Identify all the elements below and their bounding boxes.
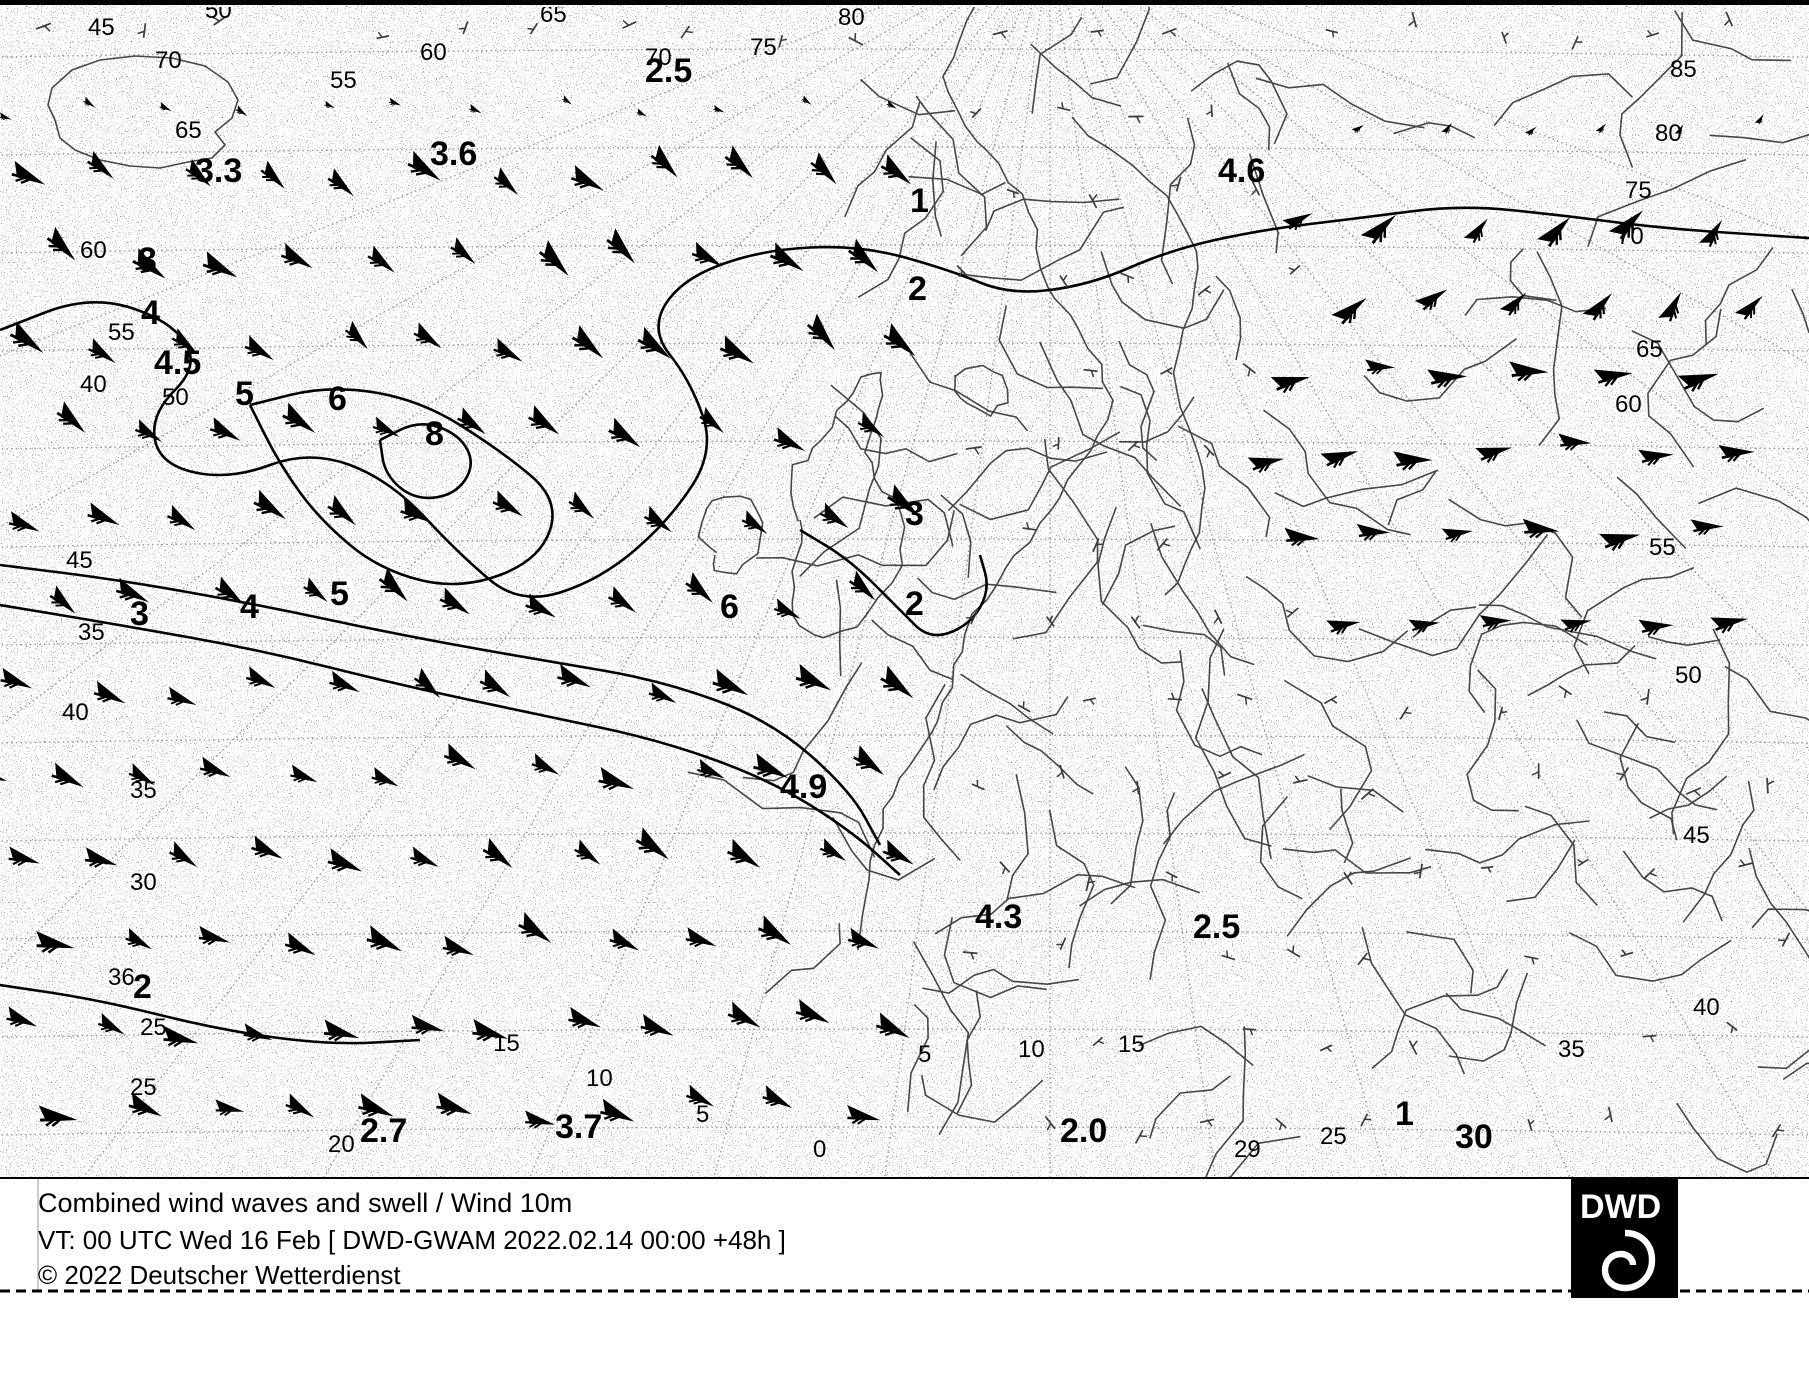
svg-text:45: 45 [88, 14, 115, 41]
svg-text:65: 65 [1636, 336, 1663, 363]
svg-text:5: 5 [696, 1101, 709, 1128]
svg-text:10: 10 [1018, 1036, 1045, 1063]
svg-text:25: 25 [1320, 1123, 1347, 1150]
svg-text:2: 2 [905, 585, 924, 623]
svg-text:50: 50 [162, 384, 189, 411]
svg-text:50: 50 [1675, 662, 1702, 689]
svg-text:4: 4 [141, 294, 160, 332]
svg-text:2: 2 [908, 270, 927, 308]
svg-text:4: 4 [240, 588, 259, 626]
svg-text:20: 20 [328, 1131, 355, 1158]
svg-text:65: 65 [175, 117, 202, 144]
svg-text:3.6: 3.6 [430, 135, 477, 173]
svg-text:6: 6 [328, 380, 347, 418]
svg-text:60: 60 [420, 39, 447, 66]
svg-text:55: 55 [330, 67, 357, 94]
svg-text:35: 35 [130, 777, 157, 804]
svg-text:40: 40 [62, 699, 89, 726]
svg-text:1: 1 [1395, 1095, 1414, 1133]
svg-text:45: 45 [66, 547, 93, 574]
svg-text:29: 29 [1234, 1136, 1261, 1163]
svg-text:2.7: 2.7 [360, 1112, 407, 1150]
svg-text:4.9: 4.9 [780, 768, 827, 806]
svg-text:60: 60 [1615, 391, 1642, 418]
svg-text:2.5: 2.5 [645, 52, 692, 90]
svg-text:36: 36 [108, 964, 135, 991]
svg-text:70: 70 [1617, 223, 1644, 250]
svg-text:2.5: 2.5 [1193, 908, 1240, 946]
svg-text:80: 80 [1655, 120, 1682, 147]
svg-text:40: 40 [1693, 994, 1720, 1021]
svg-text:3.7: 3.7 [555, 1108, 602, 1146]
svg-text:55: 55 [108, 319, 135, 346]
svg-text:3.3: 3.3 [195, 152, 242, 190]
svg-text:4.5: 4.5 [154, 344, 201, 382]
svg-text:8: 8 [425, 415, 444, 453]
svg-text:2.0: 2.0 [1060, 1112, 1107, 1150]
svg-text:40: 40 [80, 371, 107, 398]
svg-text:15: 15 [1118, 1031, 1145, 1058]
svg-text:10: 10 [586, 1065, 613, 1092]
svg-text:3: 3 [138, 241, 157, 279]
svg-text:3: 3 [130, 595, 149, 633]
svg-text:1: 1 [910, 182, 929, 220]
svg-text:85: 85 [1670, 56, 1697, 83]
svg-text:6: 6 [720, 588, 739, 626]
svg-text:5: 5 [918, 1041, 931, 1068]
svg-text:80: 80 [838, 4, 865, 31]
svg-text:35: 35 [78, 619, 105, 646]
svg-text:60: 60 [80, 237, 107, 264]
svg-text:4.3: 4.3 [975, 898, 1022, 936]
svg-text:DWD: DWD [1580, 1188, 1661, 1226]
svg-text:3: 3 [905, 495, 924, 533]
svg-text:5: 5 [235, 375, 254, 413]
svg-text:© 2022 Deutscher Wetterdienst: © 2022 Deutscher Wetterdienst [38, 1260, 401, 1290]
svg-text:25: 25 [140, 1014, 167, 1041]
svg-text:Combined wind waves and swell: Combined wind waves and swell / Wind 10m [38, 1188, 572, 1218]
svg-text:5: 5 [330, 575, 349, 613]
svg-text:15: 15 [493, 1030, 520, 1057]
svg-text:25: 25 [130, 1074, 157, 1101]
svg-text:2: 2 [133, 968, 152, 1006]
svg-text:70: 70 [155, 47, 182, 74]
svg-text:45: 45 [1683, 822, 1710, 849]
svg-text:30: 30 [130, 869, 157, 896]
svg-text:35: 35 [1558, 1036, 1585, 1063]
svg-text:55: 55 [1649, 534, 1676, 561]
svg-text:4.6: 4.6 [1218, 152, 1265, 190]
svg-text:0: 0 [813, 1136, 826, 1163]
svg-text:75: 75 [750, 34, 777, 61]
svg-text:30: 30 [1455, 1118, 1493, 1156]
svg-text:VT: 00 UTC Wed 16 Feb [ DWD-G: VT: 00 UTC Wed 16 Feb [ DWD-GWAM 2022.02… [38, 1225, 786, 1255]
svg-text:75: 75 [1625, 177, 1652, 204]
